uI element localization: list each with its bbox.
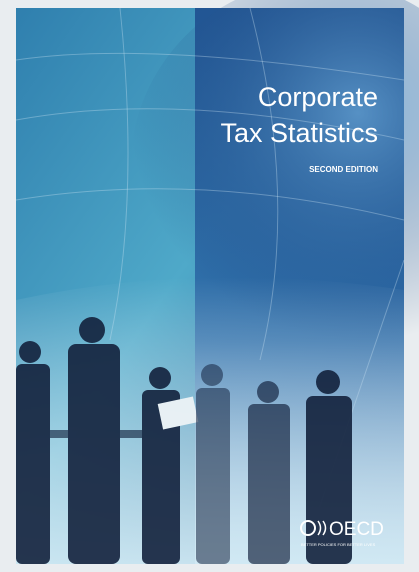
page: Corporate Tax Statistics SECOND EDITION …: [0, 0, 419, 572]
publisher: OECD: [329, 519, 384, 540]
title-line-1: Corporate: [258, 82, 378, 112]
edition: SECOND EDITION: [309, 165, 378, 174]
tagline: BETTER POLICIES FOR BETTER LIVES: [301, 542, 376, 547]
title-line-2: Tax Statistics: [220, 118, 378, 148]
book-cover-view: Corporate Tax Statistics SECOND EDITION …: [0, 0, 419, 572]
oecd-logo: OECD BETTER POLICIES FOR BETTER LIVES: [301, 519, 384, 547]
